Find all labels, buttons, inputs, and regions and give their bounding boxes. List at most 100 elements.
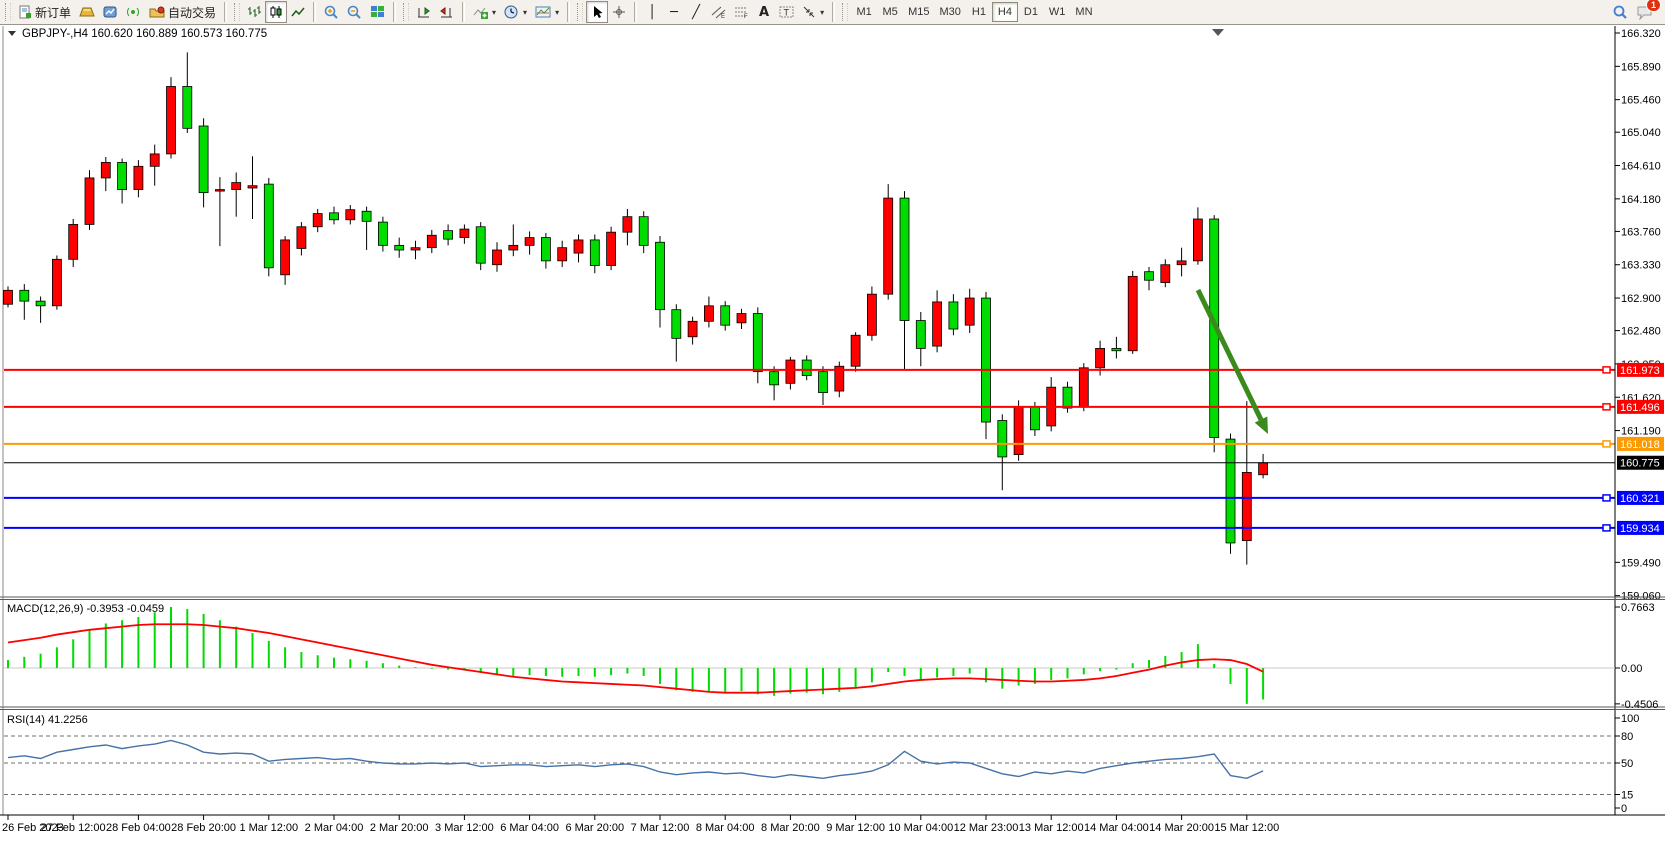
arrows-button[interactable]: ▾ xyxy=(798,1,828,23)
toolbar-grip[interactable] xyxy=(577,3,584,21)
tile-windows-icon xyxy=(371,6,385,17)
symbol-dropdown-icon[interactable] xyxy=(8,31,16,36)
dropdown-caret-icon: ▾ xyxy=(492,7,497,17)
candle-body xyxy=(182,86,193,129)
level-line-handle[interactable] xyxy=(1602,494,1611,502)
candle-body xyxy=(589,239,600,266)
rsi-axis-tick-label: 50 xyxy=(1621,758,1633,770)
candle-body xyxy=(100,162,111,179)
chart-window-button[interactable] xyxy=(99,1,122,23)
auto-trading-button[interactable]: 自动交易 xyxy=(145,1,220,23)
candle-body xyxy=(720,305,731,326)
candle-body xyxy=(377,221,388,246)
vertical-line-button[interactable]: │ xyxy=(641,1,663,23)
candle-body xyxy=(687,320,698,338)
gold-ingot-button[interactable] xyxy=(75,1,99,23)
equidistant-channel-button[interactable]: E xyxy=(707,1,730,23)
toolbar-grip[interactable] xyxy=(842,3,849,21)
level-line-handle[interactable] xyxy=(1602,403,1611,411)
chart-area[interactable]: 166.320 165.890 165.460 165.040 164.610 164.1… xyxy=(0,26,1665,841)
horizontal-line-button[interactable]: ─ xyxy=(663,1,685,23)
search-button[interactable] xyxy=(1608,1,1632,23)
timeframe-M15-button[interactable]: M15 xyxy=(903,2,934,22)
trendline-button[interactable]: ╱ xyxy=(685,1,707,23)
toolbar-grip[interactable] xyxy=(234,3,241,21)
indicators-button[interactable]: ▾ xyxy=(469,1,500,23)
text-label-button[interactable]: T xyxy=(775,1,798,23)
candlestick-chart-button[interactable] xyxy=(265,1,288,23)
candle-body xyxy=(426,234,437,249)
date-axis-label: 26 Feb 2023 xyxy=(2,822,64,834)
timeframe-M5-button[interactable]: M5 xyxy=(877,2,903,22)
candle-body xyxy=(329,212,339,221)
candle-body xyxy=(1127,275,1138,352)
level-line-handle[interactable] xyxy=(1602,440,1611,448)
zoom-out-button[interactable] xyxy=(343,1,366,23)
timeframe-MN-button[interactable]: MN xyxy=(1070,2,1097,22)
signal-icon xyxy=(127,7,139,17)
candle-body xyxy=(247,185,258,189)
fibonacci-button[interactable]: F xyxy=(730,1,753,23)
level-line-handle[interactable] xyxy=(1602,366,1611,374)
candle-body xyxy=(1225,438,1236,544)
timeframe-H1-button[interactable]: H1 xyxy=(966,2,992,22)
toolbar-grip[interactable] xyxy=(403,3,410,21)
date-axis-label: 14 Mar 04:00 xyxy=(1084,822,1149,834)
signal-button[interactable] xyxy=(122,1,145,23)
candle-body xyxy=(622,216,633,233)
date-axis-label: 28 Feb 20:00 xyxy=(171,822,236,834)
candle-body xyxy=(492,249,502,266)
date-axis-label: 2 Mar 20:00 xyxy=(370,822,429,834)
candle-body xyxy=(704,305,714,322)
timeframe-toolbar: M1 M5 M15 M30 H1 H4 D1 W1 MN xyxy=(851,2,1097,22)
cursor-button[interactable] xyxy=(586,1,609,23)
price-axis-tick-label: 164.180 xyxy=(1621,194,1661,206)
timeframe-D1-button[interactable]: D1 xyxy=(1018,2,1044,22)
toolbar-grip[interactable] xyxy=(5,3,11,21)
candle-body xyxy=(850,334,861,367)
candle-body xyxy=(35,300,46,307)
tile-windows-button[interactable] xyxy=(366,1,389,23)
trend-arrow-annotation[interactable] xyxy=(1195,288,1264,421)
level-price-label: 160.321 xyxy=(1620,493,1660,505)
level-price-label-box xyxy=(1617,455,1664,470)
candle-body xyxy=(214,189,225,192)
chart-shift-marker[interactable] xyxy=(1212,29,1224,36)
timeframe-M30-button[interactable]: M30 xyxy=(935,2,966,22)
template-icon xyxy=(535,6,551,18)
text-button[interactable]: A xyxy=(753,1,775,23)
auto-scroll-button[interactable] xyxy=(412,1,435,23)
timeframe-M1-button[interactable]: M1 xyxy=(851,2,877,22)
candle-body xyxy=(948,301,959,330)
timeframe-W1-button[interactable]: W1 xyxy=(1044,2,1071,22)
crosshair-button[interactable] xyxy=(608,1,630,23)
periods-button[interactable]: ▾ xyxy=(500,1,531,23)
chart-shift-icon xyxy=(440,7,453,18)
price-axis-tick-label: 163.760 xyxy=(1621,226,1661,238)
new-order-button[interactable]: 新订单 xyxy=(14,1,75,23)
candle-body xyxy=(1258,462,1268,476)
zoom-in-button[interactable] xyxy=(320,1,343,23)
candle-body xyxy=(68,224,79,260)
notifications-button[interactable]: 1 xyxy=(1632,0,1661,23)
candle-body xyxy=(1160,264,1171,283)
candle-body xyxy=(867,293,877,336)
macd-axis-tick-label: -0.4506 xyxy=(1621,699,1658,711)
vertical-line-icon: │ xyxy=(648,4,656,20)
line-chart-button[interactable] xyxy=(287,1,309,23)
timeframe-H4-button[interactable]: H4 xyxy=(991,2,1018,22)
toolbar-separator xyxy=(634,2,638,22)
date-axis-label: 10 Mar 04:00 xyxy=(888,822,953,834)
date-axis-label: 1 Mar 12:00 xyxy=(239,822,298,834)
ohlc-bars-icon xyxy=(248,6,262,17)
date-axis-label: 7 Mar 12:00 xyxy=(631,822,690,834)
chart-shift-button[interactable] xyxy=(435,1,458,23)
bar-chart-button[interactable] xyxy=(243,1,265,23)
candle-body xyxy=(198,125,209,194)
level-price-label-box xyxy=(1617,490,1664,505)
candle-body xyxy=(1013,406,1024,455)
templates-button[interactable]: ▾ xyxy=(531,1,563,23)
candle-body xyxy=(573,239,584,254)
macd-signal-line xyxy=(7,623,1264,694)
level-line-handle[interactable] xyxy=(1602,524,1611,532)
